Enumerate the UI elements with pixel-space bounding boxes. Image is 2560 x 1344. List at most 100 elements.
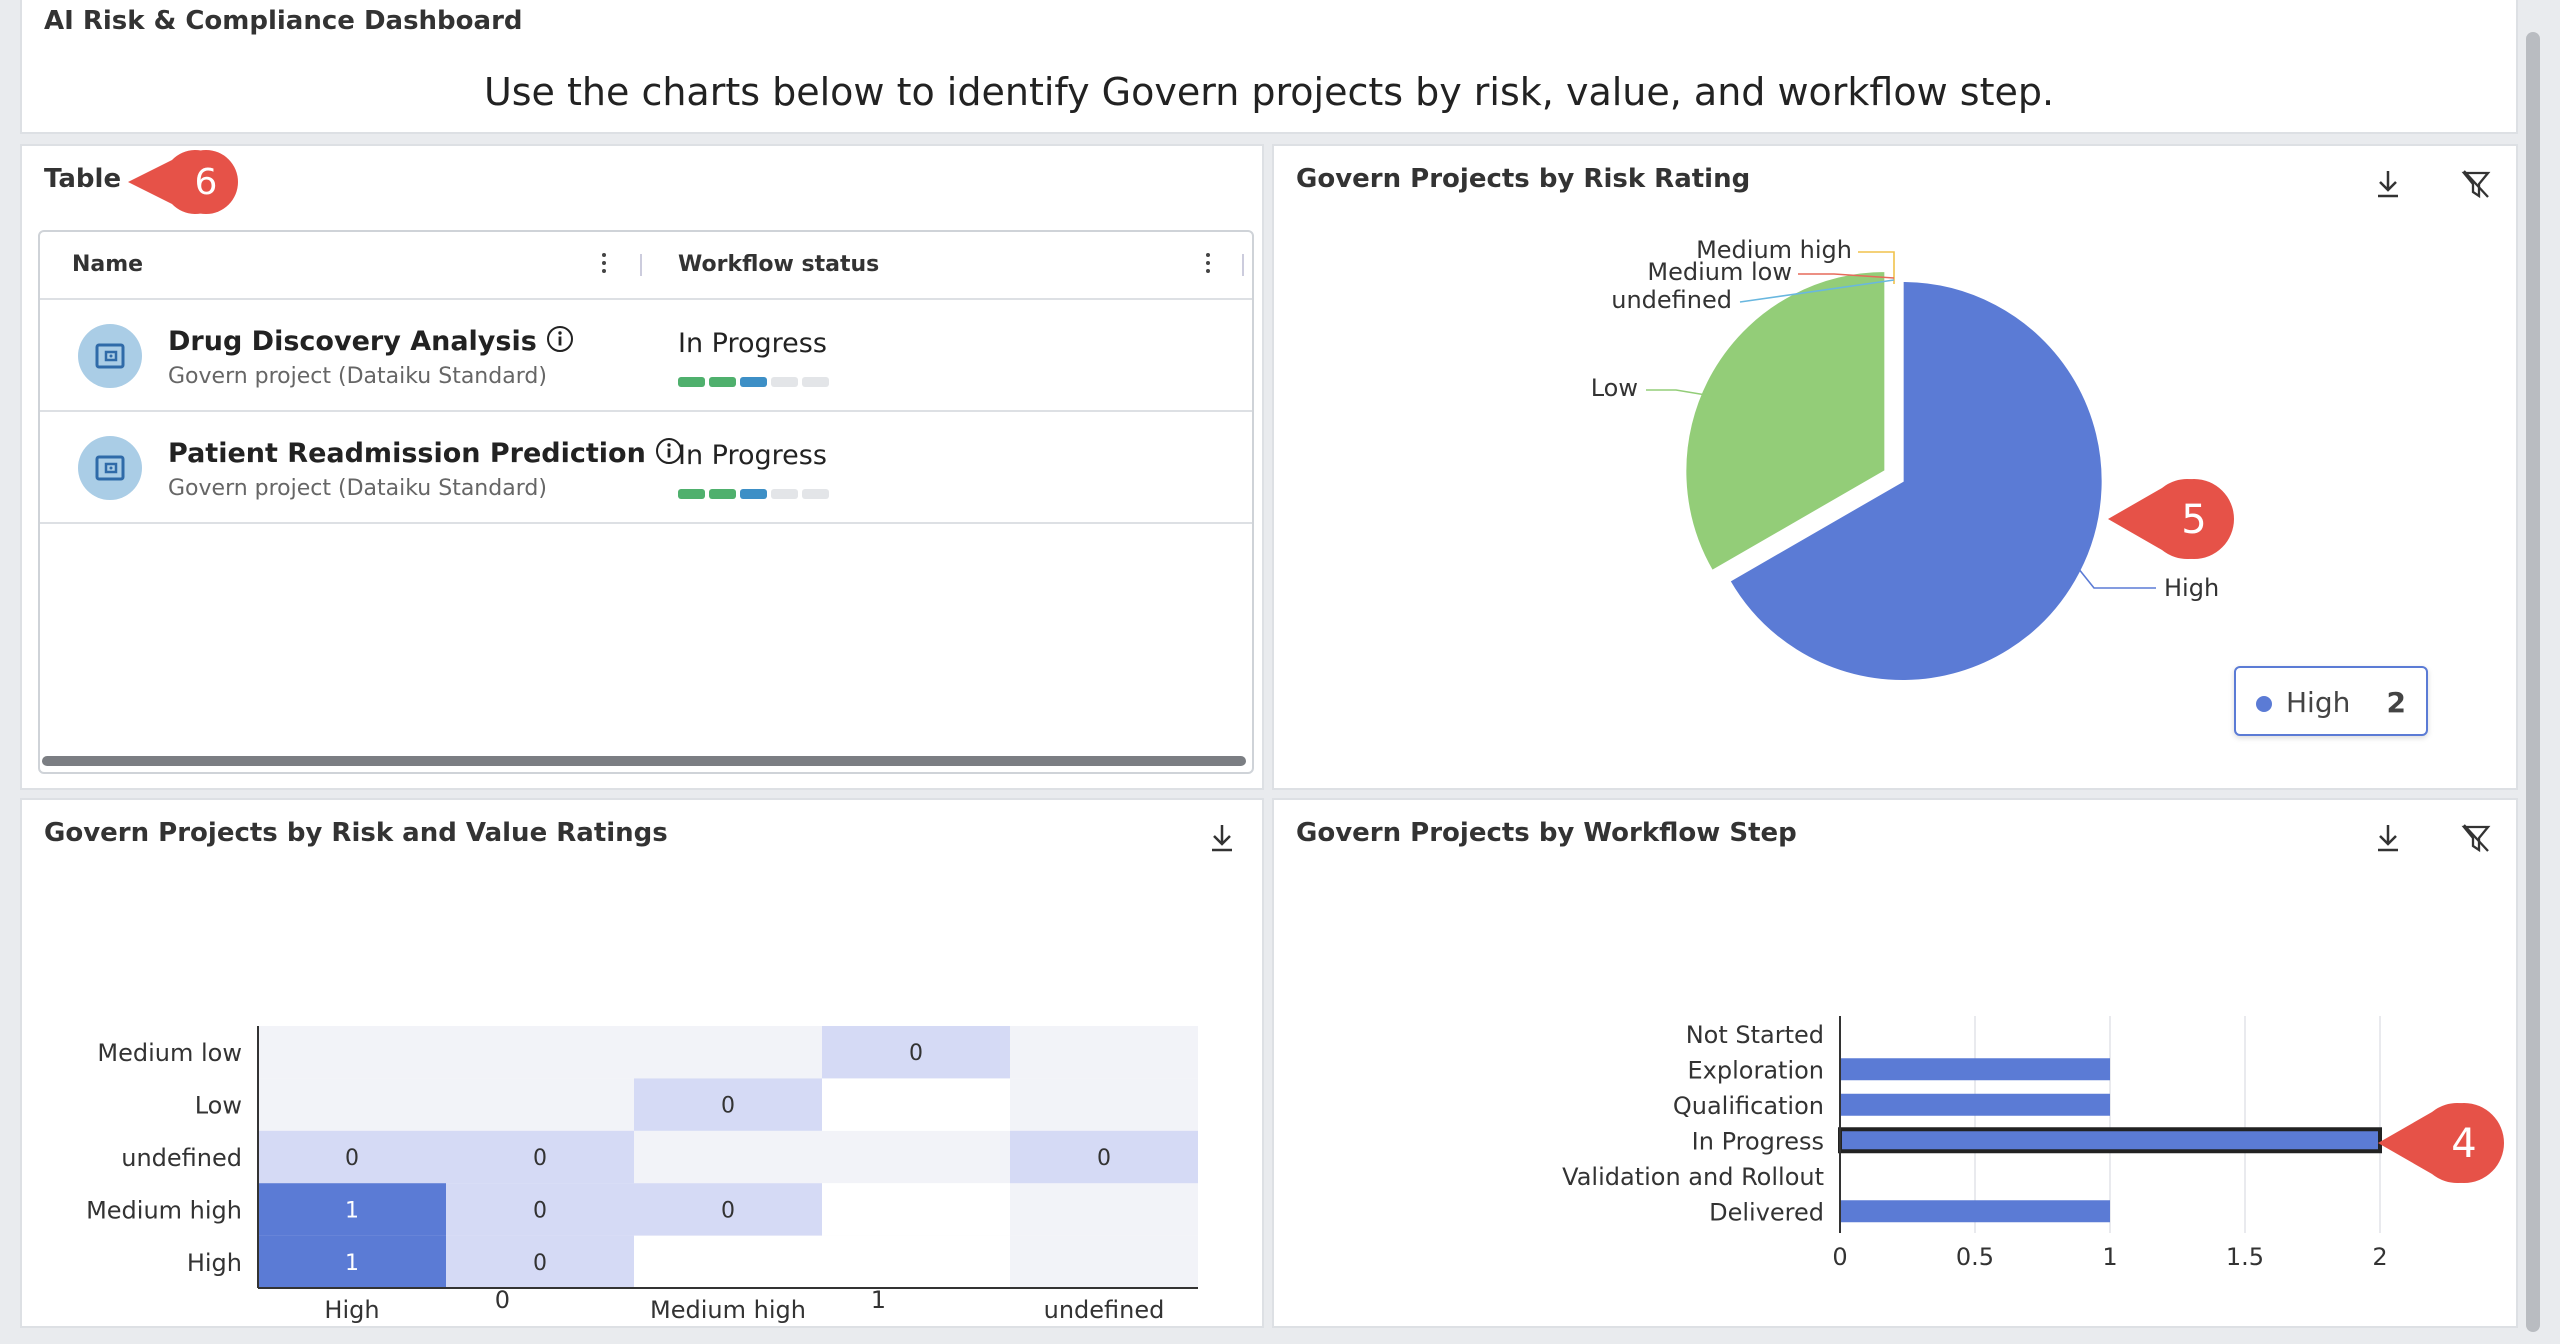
heatmap-cell-empty: [822, 1078, 1010, 1131]
heatmap-cell-empty: [446, 1078, 634, 1131]
heatmap-cell-empty: [258, 1078, 446, 1131]
table-panel-title: Table: [44, 164, 122, 194]
heatmap-cell: [446, 1183, 634, 1236]
bar-y-tick-label: Exploration: [1688, 1056, 1825, 1084]
project-name-text[interactable]: Patient Readmission Prediction: [168, 438, 646, 469]
bar: [1838, 1127, 2382, 1154]
heatmap-cell-empty: [822, 1183, 1010, 1236]
heatmap-cell-value: 0: [345, 1146, 359, 1171]
heatmap-cell-empty: [634, 1235, 822, 1288]
pie-leader-line: [1798, 273, 1895, 279]
legend-swatch: [2256, 696, 2272, 712]
heatmap-cell-value: 0: [533, 1198, 547, 1223]
pie-slice-label: Medium low: [1647, 258, 1792, 286]
tooltip-label: High: [2286, 686, 2351, 719]
heatmap-cell-empty: [258, 1026, 446, 1079]
annotation-badge-6: 6: [120, 146, 258, 218]
heatmap-y-tick-label: undefined: [121, 1144, 242, 1172]
download-icon[interactable]: [1204, 820, 1240, 856]
heatmap-cell-value: 1: [345, 1251, 359, 1276]
heatmap-cell-value: 0: [721, 1094, 735, 1119]
column-resize-handle[interactable]: [640, 254, 642, 276]
workflow-step: [678, 489, 705, 499]
column-header-workflow-status[interactable]: Workflow status: [678, 252, 880, 277]
kebab-menu-icon[interactable]: [1204, 250, 1212, 280]
dashboard-header: AI Risk & Compliance Dashboard Use the c…: [20, 0, 2518, 134]
workflow-status: In Progress: [678, 328, 827, 359]
filter-clear-icon[interactable]: [2458, 820, 2494, 856]
heatmap-cell: [446, 1235, 634, 1288]
heatmap-cell: [258, 1235, 446, 1288]
bar: [1840, 1058, 2110, 1081]
column-header-name[interactable]: Name: [72, 252, 144, 277]
dashboard-title: AI Risk & Compliance Dashboard: [44, 6, 523, 36]
workflow-step: [802, 377, 829, 387]
workflow-step: [740, 377, 767, 387]
heatmap-x-tick-label: 0: [495, 1286, 510, 1314]
heatmap-cell-value: 0: [721, 1198, 735, 1223]
pie-slice: [1684, 269, 1887, 573]
pie-slice-label: Medium high: [1696, 236, 1852, 264]
risk-rating-panel-title: Govern Projects by Risk Rating: [1296, 164, 1751, 194]
kebab-menu-icon[interactable]: [600, 250, 608, 280]
table-header: Name Workflow status: [40, 232, 1252, 300]
workflow-progress: [678, 484, 833, 503]
table-row[interactable]: Patient Readmission Prediction Govern pr…: [40, 412, 1252, 524]
heatmap-x-tick-label: High: [324, 1296, 379, 1324]
bar-x-tick-label: 0: [1832, 1243, 1847, 1271]
heatmap-y-tick-label: Medium low: [97, 1039, 242, 1067]
bar-y-tick-label: Not Started: [1686, 1021, 1824, 1049]
bar-y-tick-label: In Progress: [1692, 1127, 1824, 1155]
pie-tooltip: High 2: [2234, 666, 2428, 736]
vertical-scrollbar[interactable]: [2526, 32, 2540, 1332]
horizontal-scrollbar[interactable]: [42, 756, 1246, 766]
heatmap-cell: [634, 1078, 822, 1131]
heatmap-cell-empty: [1010, 1026, 1198, 1079]
heatmap-cell-value: 1: [345, 1198, 359, 1223]
project-name[interactable]: Drug Discovery Analysis: [168, 324, 575, 357]
workflow-step: [740, 489, 767, 499]
filter-clear-icon[interactable]: [2458, 166, 2494, 202]
heatmap-y-tick-label: Medium high: [86, 1196, 242, 1224]
pie-leader-line: [2077, 567, 2156, 589]
table-row[interactable]: Drug Discovery Analysis Govern project (…: [40, 300, 1252, 412]
heatmap-y-tick-label: High: [187, 1249, 242, 1277]
heatmap-cell: [634, 1183, 822, 1236]
tooltip-value: 2: [2386, 686, 2406, 719]
heatmap-cell-empty: [634, 1130, 822, 1184]
pie-slice-label: undefined: [1611, 286, 1732, 314]
annotation-badge-4: 4: [2374, 1098, 2508, 1188]
workflow-step: [802, 489, 829, 499]
heatmap-x-tick-label: Medium high: [650, 1296, 806, 1324]
project-type: Govern project (Dataiku Standard): [168, 364, 547, 389]
project-icon: [78, 324, 142, 388]
info-icon[interactable]: [545, 324, 575, 354]
project-name-text[interactable]: Drug Discovery Analysis: [168, 326, 537, 357]
dashboard-subtitle: Use the charts below to identify Govern …: [483, 70, 2055, 114]
heatmap-cell: [446, 1130, 634, 1184]
heatmap-cell: [258, 1130, 446, 1184]
risk-value-panel: Govern Projects by Risk and Value Rating…: [20, 798, 1264, 1328]
project-name[interactable]: Patient Readmission Prediction: [168, 436, 684, 469]
workflow-progress: [678, 372, 833, 391]
badge-number: 4: [2451, 1121, 2476, 1167]
pie-slice: [1728, 279, 2104, 682]
heatmap-cell: [1010, 1130, 1198, 1184]
badge-number: 6: [195, 162, 218, 203]
column-resize-handle[interactable]: [1242, 254, 1244, 276]
risk-value-panel-title: Govern Projects by Risk and Value Rating…: [44, 818, 668, 848]
download-icon[interactable]: [2370, 166, 2406, 202]
pie-leader-line: [1739, 279, 1895, 303]
info-icon[interactable]: [654, 436, 684, 466]
workflow-step: [709, 377, 736, 387]
heatmap-cell-empty: [1010, 1183, 1198, 1236]
workflow-bar-chart: 0 0.5 1 1.5 2 Not Started Exploration Qualifica…: [1562, 1016, 2388, 1271]
bar-y-tick-label: Qualification: [1673, 1092, 1824, 1120]
heatmap-cell-value: 0: [909, 1041, 923, 1066]
bar-x-tick-label: 1.5: [2226, 1243, 2264, 1271]
download-icon[interactable]: [2370, 820, 2406, 856]
bar: [1840, 1093, 2110, 1116]
workflow-step: [771, 489, 798, 499]
